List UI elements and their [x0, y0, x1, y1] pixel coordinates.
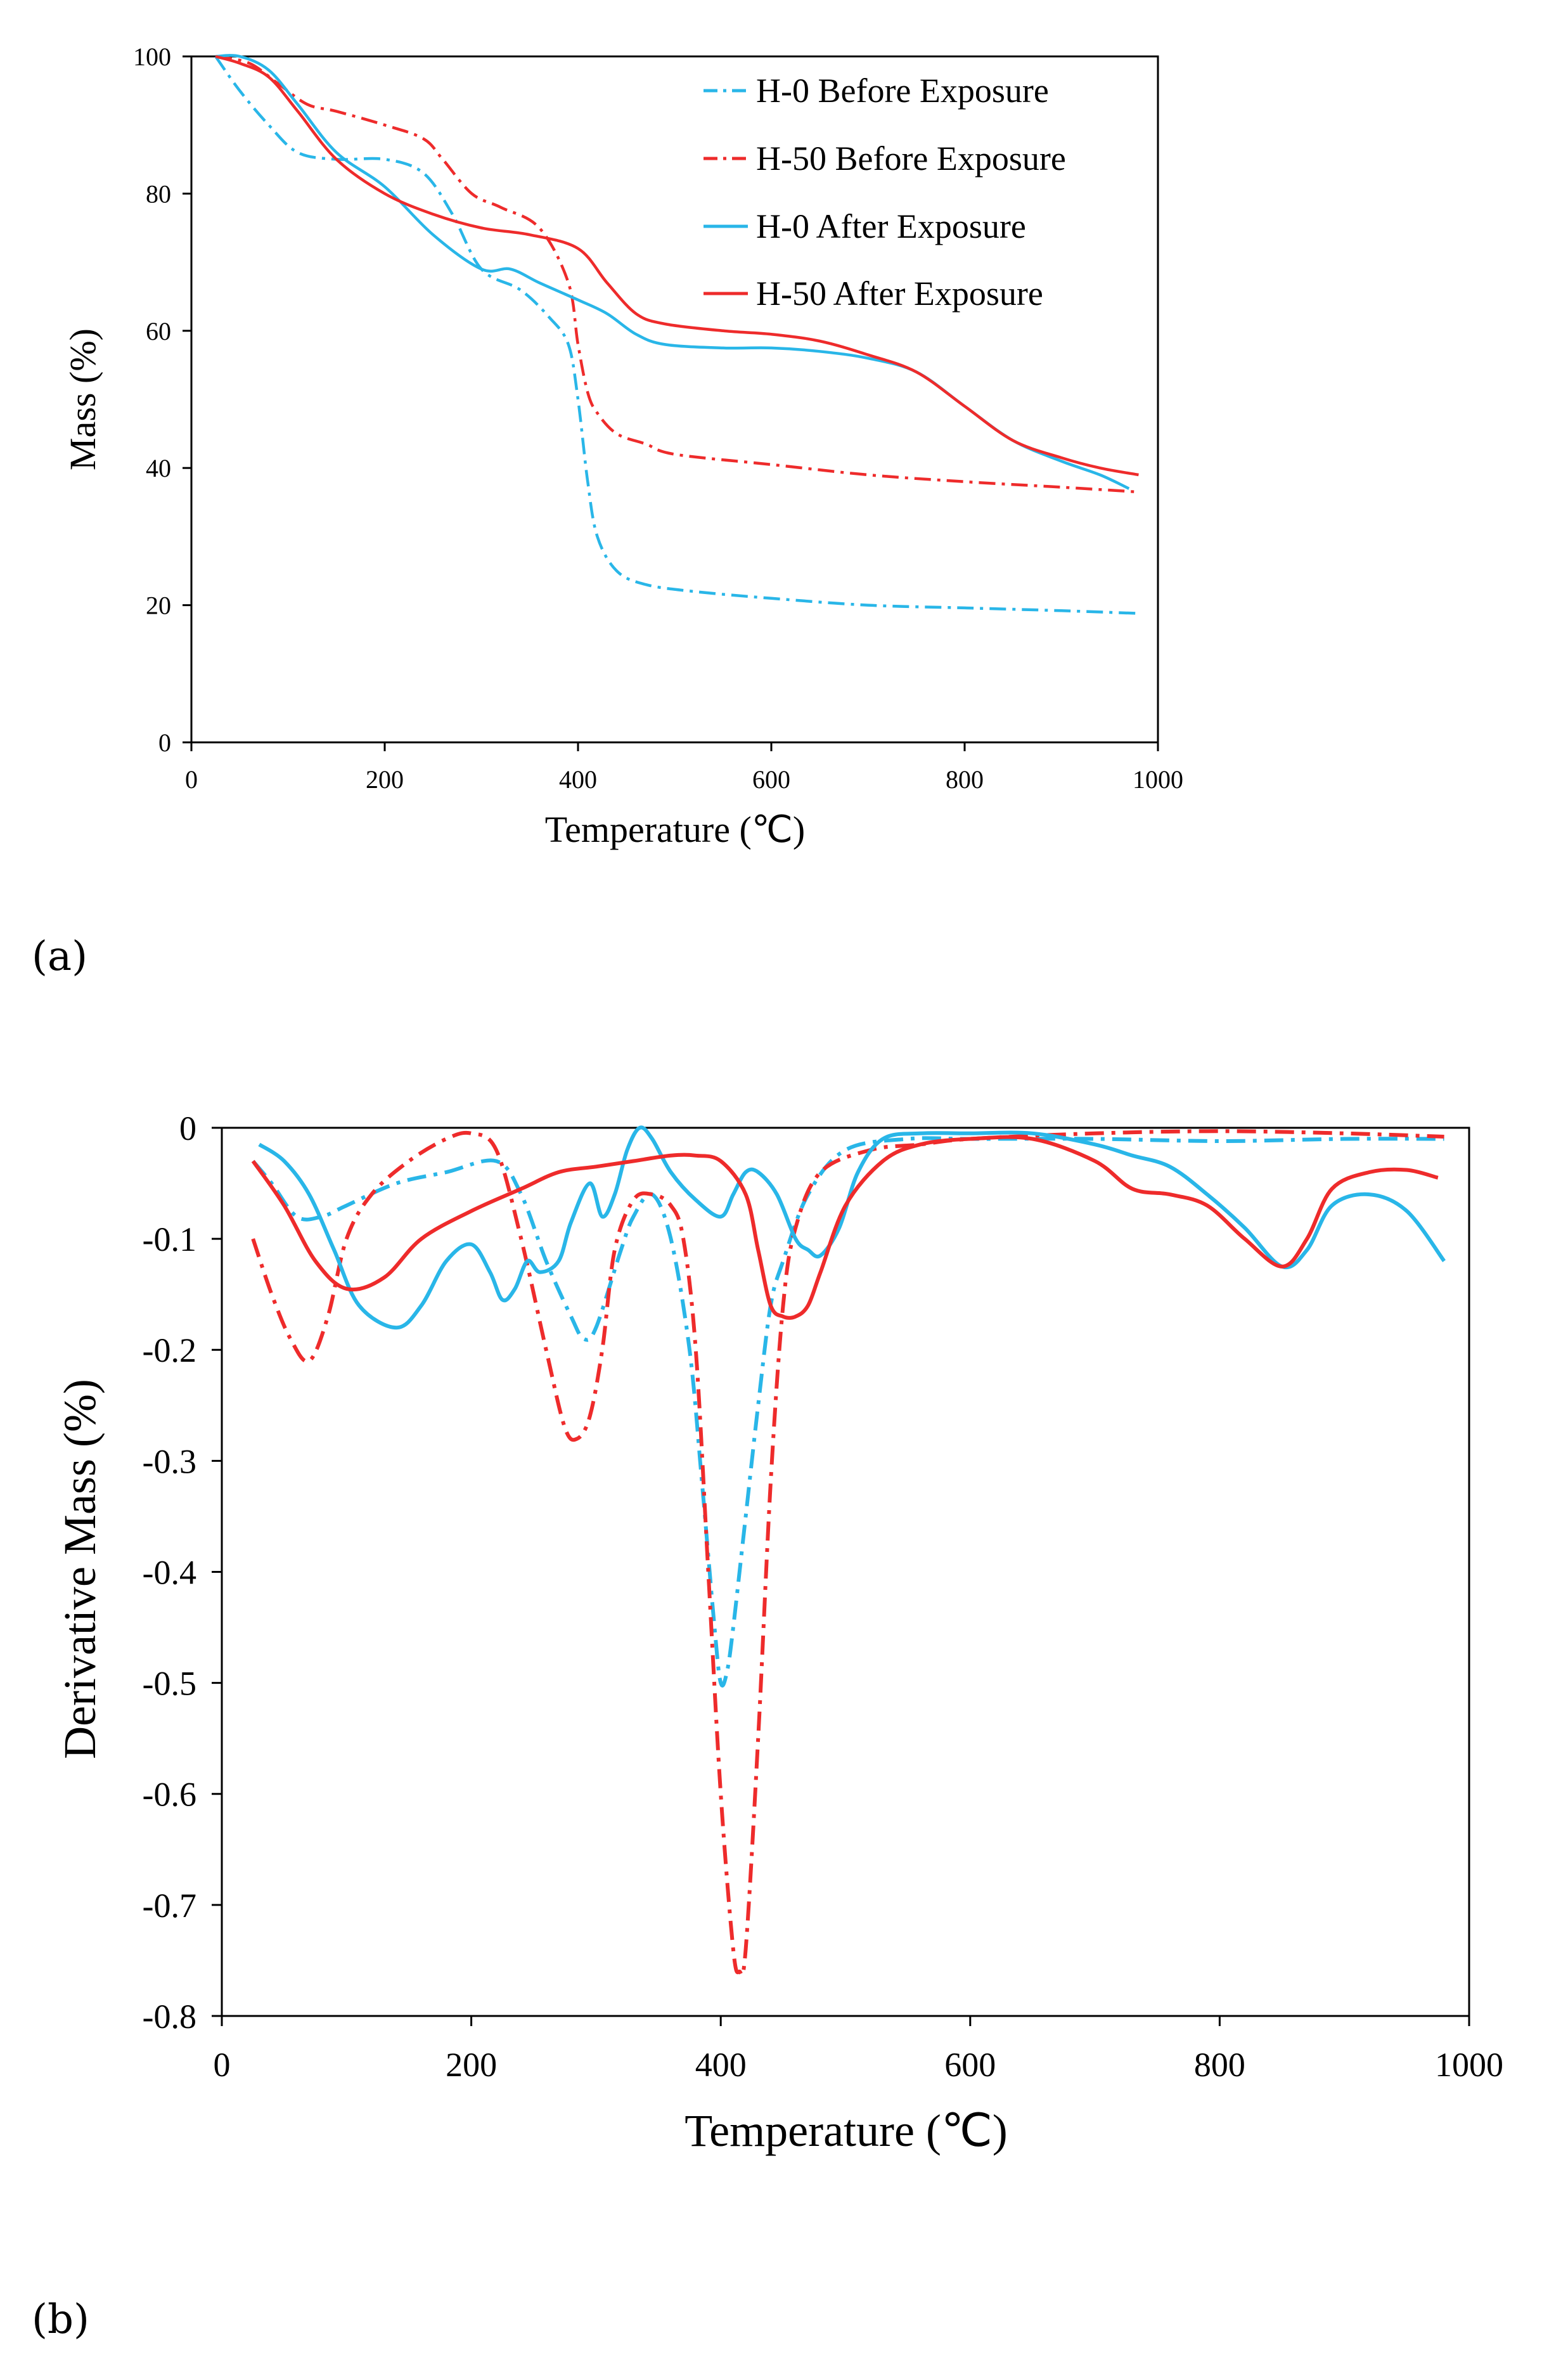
- y-tick-label: -0.7: [143, 1887, 196, 1925]
- y-tick-label: -0.2: [143, 1331, 196, 1369]
- series-line-h-0-after-exposure: [258, 1125, 1446, 1330]
- y-tick-label: 0: [179, 1109, 196, 1147]
- mass-series-group: [214, 54, 1139, 615]
- x-tick-label: 200: [446, 2046, 497, 2084]
- y-tick-label: -0.8: [143, 1998, 196, 2036]
- y-tick-label: -0.1: [143, 1220, 196, 1258]
- panel-label-a: (a): [32, 933, 87, 980]
- x-tick-label: 600: [752, 765, 790, 794]
- legend-label: H-0 Before Exposure: [756, 72, 1049, 110]
- mass-legend: H-0 Before Exposure H-50 Before Exposure H…: [704, 72, 1066, 313]
- series-line-h-0-after-exposure: [215, 54, 1130, 490]
- series-line-h-50-after-exposure: [215, 55, 1139, 477]
- x-tick-label: 600: [944, 2046, 996, 2084]
- x-tick-label: 1000: [1133, 765, 1183, 794]
- y-tick-label: -0.6: [143, 1776, 196, 1814]
- mass-chart: 0 200 400 600 800 1000 0 20 40 60 80 100 Temperatur…: [62, 42, 1183, 850]
- mass-ticks: 0 200 400 600 800 1000 0 20 40 60 80 100: [133, 42, 1183, 794]
- derivative-plot-frame: [221, 1127, 1470, 2017]
- y-tick-label: 40: [146, 454, 171, 482]
- y-tick-label: 80: [146, 179, 171, 208]
- x-tick-label: 800: [1194, 2046, 1245, 2084]
- legend-label: H-0 After Exposure: [756, 207, 1026, 245]
- series-line-h-0-before-exposure: [251, 1136, 1444, 1688]
- y-tick-label: 100: [133, 42, 171, 71]
- derivative-ticks: 0 200 400 600 800 1000 0 -0.1 -0.2 -0.3 -0.4 -0.5 -0…: [143, 1109, 1503, 2084]
- y-tick-label: 20: [146, 591, 171, 620]
- y-tick-label: -0.4: [143, 1553, 196, 1591]
- derivative-y-axis-label: Derivative Mass (%): [55, 1379, 105, 1759]
- x-tick-label: 1000: [1435, 2046, 1503, 2084]
- series-line-h-50-before-exposure: [215, 55, 1139, 494]
- panel-label-b: (b): [32, 2296, 89, 2343]
- derivative-chart: 0 200 400 600 800 1000 0 -0.1 -0.2 -0.3 -0.4 -0.5 -0…: [55, 1109, 1503, 2156]
- y-tick-label: -0.5: [143, 1665, 196, 1703]
- y-tick-label: -0.3: [143, 1442, 196, 1480]
- derivative-x-axis-label: Temperature (℃): [684, 2105, 1008, 2156]
- series-line-h-50-after-exposure: [251, 1135, 1439, 1320]
- x-tick-label: 800: [946, 765, 984, 794]
- legend-label: H-50 Before Exposure: [756, 139, 1066, 178]
- x-tick-label: 0: [214, 2046, 231, 2084]
- legend-label: H-50 After Exposure: [756, 275, 1043, 313]
- x-tick-label: 200: [366, 765, 404, 794]
- x-tick-label: 400: [559, 765, 597, 794]
- mass-x-axis-label: Temperature (℃): [545, 809, 805, 850]
- derivative-series-group: [251, 1125, 1446, 1977]
- x-tick-label: 0: [185, 765, 198, 794]
- x-tick-label: 400: [695, 2046, 747, 2084]
- y-tick-label: 60: [146, 317, 171, 346]
- y-tick-label: 0: [158, 728, 171, 757]
- mass-y-axis-label: Mass (%): [62, 328, 103, 470]
- mass-plot-frame: [190, 55, 1159, 744]
